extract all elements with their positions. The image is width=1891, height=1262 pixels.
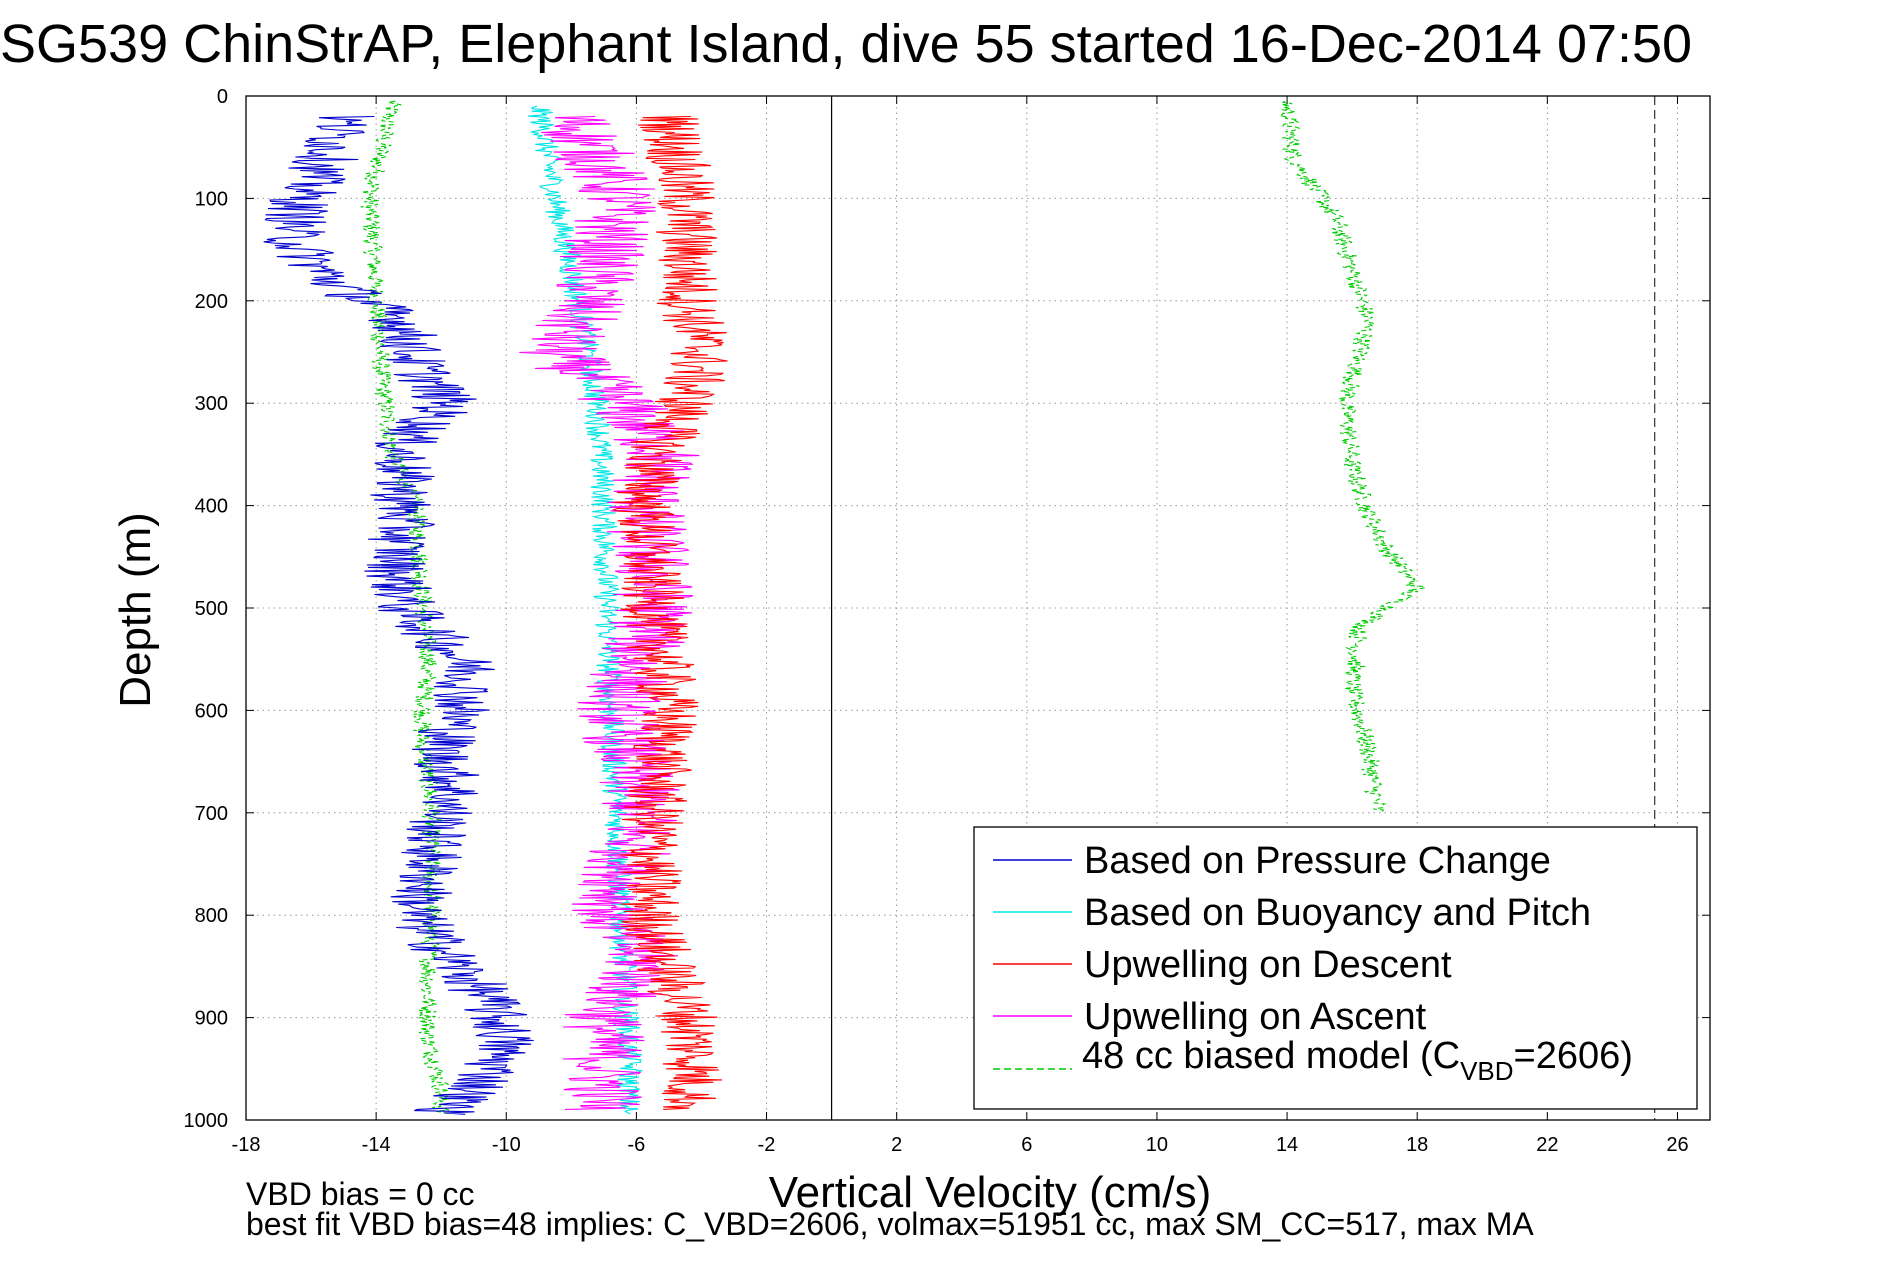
chart-title: SG539 ChinStrAP, Elephant Island, dive 5… (0, 14, 1692, 74)
x-tick-label: -6 (628, 1134, 646, 1156)
x-tick-label: 18 (1406, 1134, 1428, 1156)
legend-entry: Upwelling on Ascent (993, 996, 1427, 1038)
series-2 (612, 115, 728, 1110)
legend-label: Based on Buoyancy and Pitch (1084, 892, 1591, 934)
legend-entry-model: 48 cc biased model (CVBD=2606) (993, 1035, 1633, 1086)
footer-line-2: best fit VBD bias=48 implies: C_VBD=2606… (246, 1206, 1534, 1242)
series-0 (263, 115, 534, 1115)
series-2-descent-line (612, 115, 728, 1110)
y-tick-label: 900 (195, 1008, 228, 1030)
x-tick-label: 10 (1146, 1134, 1168, 1156)
x-tick-label: 22 (1536, 1134, 1558, 1156)
x-axis-label: Vertical Velocity (cm/s) (769, 1168, 1212, 1217)
reference-lines (830, 96, 1656, 1120)
series-model (360, 100, 1427, 1115)
legend: Based on Pressure Change Based on Buoyanc… (973, 826, 1698, 1110)
y-tick-label: 100 (195, 188, 228, 210)
legend-entries: Based on Pressure Change Based on Buoyanc… (993, 840, 1591, 1038)
legend-label-model: 48 cc biased model (CVBD=2606) (1082, 1035, 1633, 1086)
y-tick-label: 0 (217, 86, 228, 108)
y-tick-label: 400 (195, 496, 228, 518)
series-model-descent-line (360, 100, 451, 1115)
legend-box (973, 826, 1698, 1110)
series-3 (519, 115, 700, 1110)
y-tick-label: 300 (195, 393, 228, 415)
x-tick-label: 2 (891, 1134, 902, 1156)
y-tick-label: 200 (195, 291, 228, 313)
series-model-ascent-line (1278, 100, 1427, 814)
series-layer (263, 100, 1427, 1115)
y-axis-ticks: 0 100 200 300 400 500 600 700 800 900 1000 (184, 86, 1710, 1132)
x-tick-label: 26 (1666, 1134, 1688, 1156)
legend-entry: Based on Buoyancy and Pitch (993, 892, 1591, 934)
x-axis-ticks: -18 -14 -10 -6 -2 2 6 10 14 18 22 26 (232, 96, 1689, 1156)
x-tick-label: 6 (1021, 1134, 1032, 1156)
x-tick-label: -10 (492, 1134, 521, 1156)
y-tick-label: 1000 (184, 1110, 229, 1132)
legend-entry: Based on Pressure Change (993, 840, 1551, 882)
series-0-descent-line (263, 115, 534, 1115)
x-tick-label: -18 (232, 1134, 261, 1156)
legend-entry: Upwelling on Descent (993, 944, 1452, 986)
series-3-descent-line (519, 115, 700, 1110)
x-tick-label: -14 (362, 1134, 391, 1156)
x-tick-label: -2 (758, 1134, 776, 1156)
x-tick-label: 14 (1276, 1134, 1298, 1156)
y-tick-label: 500 (195, 598, 228, 620)
footer-line-1: VBD bias = 0 cc (246, 1176, 475, 1212)
y-tick-label: 700 (195, 803, 228, 825)
y-tick-label: 800 (195, 905, 228, 927)
legend-label: Upwelling on Descent (1084, 944, 1452, 986)
y-tick-label: 600 (195, 700, 228, 722)
legend-label: Upwelling on Ascent (1084, 996, 1427, 1038)
y-axis-label: Depth (m) (111, 512, 160, 708)
legend-label: Based on Pressure Change (1084, 840, 1551, 882)
